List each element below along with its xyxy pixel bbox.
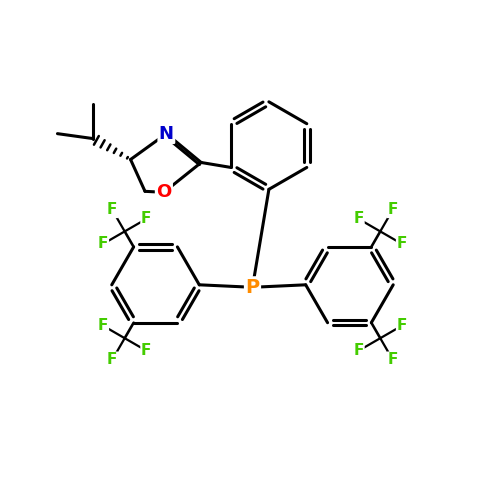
Text: F: F	[388, 202, 398, 218]
Text: F: F	[396, 236, 407, 252]
Text: F: F	[354, 343, 364, 358]
Text: F: F	[141, 343, 152, 358]
Text: O: O	[156, 184, 172, 202]
Text: F: F	[141, 212, 152, 226]
Text: F: F	[107, 202, 118, 218]
Text: F: F	[98, 236, 108, 252]
Text: F: F	[388, 352, 398, 367]
Text: F: F	[354, 212, 364, 226]
Text: N: N	[159, 124, 174, 142]
Text: F: F	[396, 318, 407, 334]
Text: P: P	[246, 278, 260, 297]
Text: F: F	[98, 318, 108, 334]
Text: F: F	[107, 352, 118, 367]
